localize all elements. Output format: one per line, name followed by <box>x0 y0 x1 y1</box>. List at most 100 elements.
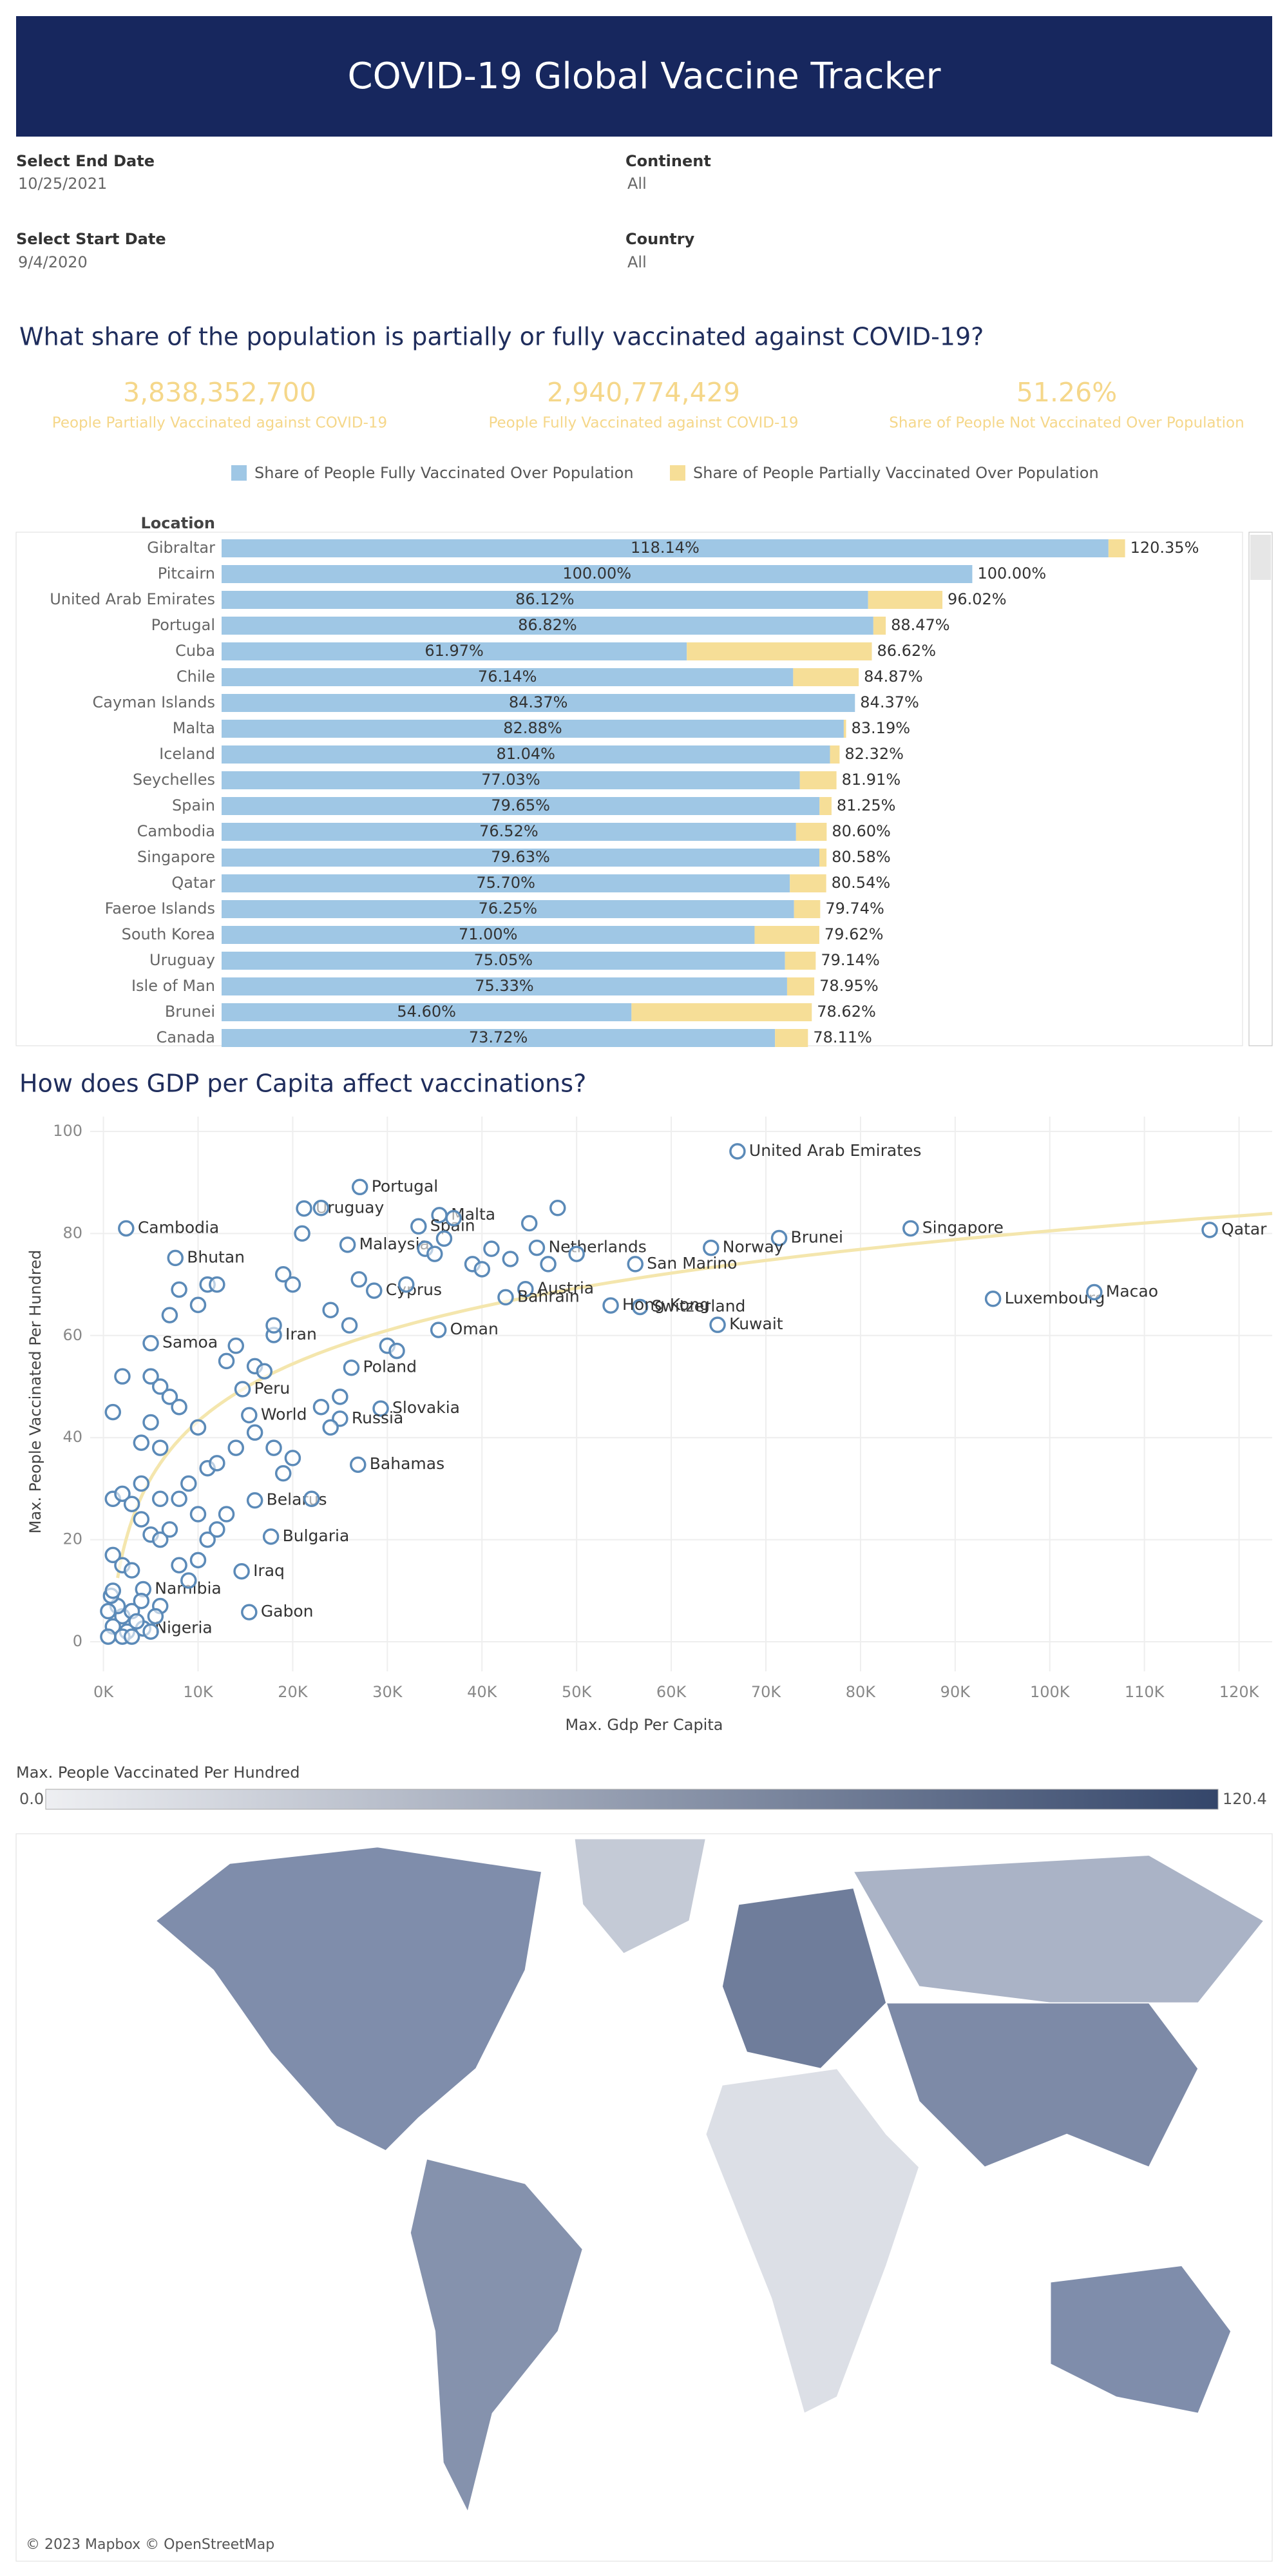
x-tick-label: 120K <box>1219 1683 1260 1701</box>
total-label: 81.25% <box>837 796 896 814</box>
scatter-point <box>296 1200 312 1217</box>
filter-value[interactable]: All <box>627 175 647 193</box>
scatter-point <box>265 1317 282 1334</box>
filter-value[interactable]: 9/4/2020 <box>18 253 88 271</box>
scatter-point <box>114 1485 131 1503</box>
bar-segment <box>222 591 868 609</box>
bar-segment <box>793 668 859 686</box>
scatter-point <box>483 1240 500 1257</box>
category-label: United Arab Emirates <box>50 590 215 608</box>
map-attribution: © 2023 Mapbox © OpenStreetMap <box>26 2537 274 2553</box>
scatter-point <box>171 1557 187 1573</box>
scatter-point <box>161 1389 178 1405</box>
point-label: Switzerland <box>652 1296 746 1315</box>
region <box>410 2158 584 2514</box>
scrollbar[interactable] <box>1248 532 1273 1046</box>
kpi-label: Share of People Not Vaccinated Over Popu… <box>889 415 1244 432</box>
scatter-point <box>189 1506 207 1523</box>
scatter-point <box>256 1363 273 1380</box>
bar-segment <box>222 720 844 738</box>
scatter-point <box>351 1178 368 1196</box>
bar-segment <box>786 977 815 995</box>
scatter-point <box>123 1495 140 1512</box>
bar-segment <box>222 823 796 841</box>
scatter-point <box>114 1368 131 1385</box>
scatter-point <box>372 1400 389 1417</box>
bar-value-label: 73.72% <box>469 1028 528 1046</box>
category-label: Chile <box>176 668 215 686</box>
scatter-point <box>430 1322 447 1338</box>
bar-value-label: 71.00% <box>459 925 518 943</box>
legend-swatch <box>231 465 247 481</box>
total-label: 86.62% <box>877 642 937 660</box>
bar-segment <box>790 874 826 892</box>
scatter-point <box>199 1531 216 1548</box>
bar-segment <box>819 797 832 815</box>
scatter-point <box>227 1337 245 1354</box>
bar-segment <box>794 900 821 918</box>
scatter-point <box>366 1282 383 1299</box>
scatter-point <box>341 1317 358 1334</box>
filter-value[interactable]: All <box>627 253 647 271</box>
bar-segment <box>222 926 755 944</box>
scatter-point <box>312 1200 330 1216</box>
bar-value-label: 86.82% <box>518 616 577 634</box>
scatter-point <box>100 1602 117 1620</box>
section-title: What share of the population is partiall… <box>19 323 984 351</box>
bar-value-label: 76.25% <box>479 899 538 918</box>
scatter-point <box>128 1613 145 1630</box>
bar-segment <box>222 694 855 712</box>
point-label: Iraq <box>253 1561 285 1580</box>
scatter-point <box>142 1368 159 1385</box>
x-tick-label: 40K <box>467 1683 498 1701</box>
scatter-point <box>147 1608 164 1625</box>
legend-swatch <box>670 465 685 481</box>
total-label: 79.14% <box>821 951 880 969</box>
filter-value[interactable]: 10/25/2021 <box>18 175 107 193</box>
scale-min-label: 0.0 <box>19 1790 44 1808</box>
scatter-point <box>473 1261 490 1278</box>
bar-value-label: 61.97% <box>424 642 484 660</box>
total-label: 82.32% <box>844 745 904 763</box>
total-label: 79.74% <box>825 899 884 918</box>
bar-segment <box>631 1003 812 1021</box>
point-label: Peru <box>254 1379 291 1398</box>
scatter-point <box>312 1398 330 1416</box>
category-label: Uruguay <box>149 951 215 969</box>
category-label: Faeroe Islands <box>105 899 215 918</box>
scatter-point <box>410 1218 427 1235</box>
scatter-point <box>246 1492 263 1509</box>
y-tick-label: 80 <box>62 1224 82 1242</box>
bar-segment <box>799 771 837 789</box>
trend-line <box>116 1211 1273 1579</box>
point-label: Oman <box>450 1320 499 1338</box>
scatter-point <box>709 1316 726 1333</box>
scatter-point <box>602 1297 619 1314</box>
scatter-point <box>142 1623 159 1640</box>
point-label: Bahrain <box>517 1287 580 1305</box>
point-label: Portugal <box>372 1177 439 1195</box>
total-label: 78.62% <box>817 1003 876 1021</box>
scatter-point <box>339 1236 356 1253</box>
point-label: San Marino <box>647 1254 737 1273</box>
scatter-point <box>445 1209 462 1227</box>
scatter-point <box>540 1256 557 1273</box>
point-label: World <box>261 1405 307 1423</box>
scatter-point <box>123 1628 140 1645</box>
bar-value-label: 75.05% <box>474 951 533 969</box>
scatter-point <box>171 1490 187 1508</box>
category-label: Cuba <box>175 642 215 660</box>
scatter-point <box>142 1334 159 1352</box>
bar-value-label: 77.03% <box>481 771 540 789</box>
category-label: Canada <box>157 1028 215 1046</box>
total-label: 100.00% <box>977 564 1046 582</box>
point-label: Iran <box>285 1325 317 1343</box>
total-label: 120.35% <box>1130 539 1199 557</box>
scatter-point <box>388 1342 405 1360</box>
total-label: 81.91% <box>842 771 901 789</box>
x-tick-label: 110K <box>1125 1683 1165 1701</box>
scatter-point <box>397 1276 415 1293</box>
category-label: Gibraltar <box>147 539 215 557</box>
scroll-thumb[interactable] <box>1250 535 1271 580</box>
bar-segment <box>222 1029 776 1047</box>
